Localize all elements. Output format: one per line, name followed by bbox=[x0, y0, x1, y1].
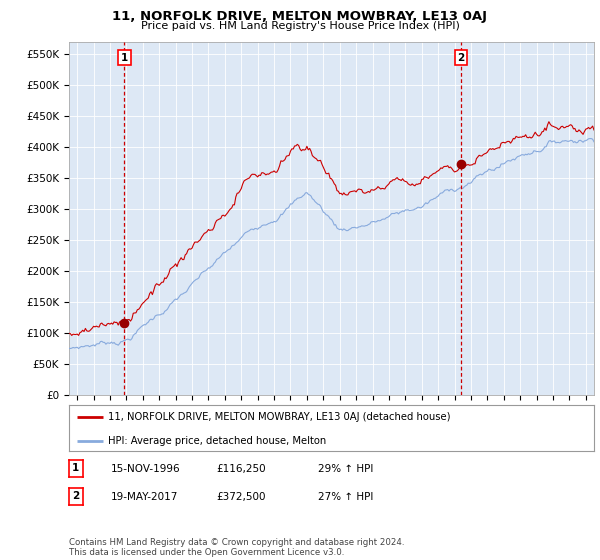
Text: £372,500: £372,500 bbox=[216, 492, 265, 502]
Text: 2: 2 bbox=[457, 53, 464, 63]
Text: 11, NORFOLK DRIVE, MELTON MOWBRAY, LE13 0AJ: 11, NORFOLK DRIVE, MELTON MOWBRAY, LE13 … bbox=[113, 10, 487, 22]
Text: £116,250: £116,250 bbox=[216, 464, 266, 474]
Text: 29% ↑ HPI: 29% ↑ HPI bbox=[318, 464, 373, 474]
Text: 1: 1 bbox=[121, 53, 128, 63]
Text: 2: 2 bbox=[72, 492, 79, 501]
Text: HPI: Average price, detached house, Melton: HPI: Average price, detached house, Melt… bbox=[109, 436, 326, 446]
Text: 1: 1 bbox=[72, 464, 79, 473]
Text: 19-MAY-2017: 19-MAY-2017 bbox=[111, 492, 178, 502]
Text: 11, NORFOLK DRIVE, MELTON MOWBRAY, LE13 0AJ (detached house): 11, NORFOLK DRIVE, MELTON MOWBRAY, LE13 … bbox=[109, 412, 451, 422]
Text: Price paid vs. HM Land Registry's House Price Index (HPI): Price paid vs. HM Land Registry's House … bbox=[140, 21, 460, 31]
Text: Contains HM Land Registry data © Crown copyright and database right 2024.
This d: Contains HM Land Registry data © Crown c… bbox=[69, 538, 404, 557]
Text: 27% ↑ HPI: 27% ↑ HPI bbox=[318, 492, 373, 502]
Text: 15-NOV-1996: 15-NOV-1996 bbox=[111, 464, 181, 474]
